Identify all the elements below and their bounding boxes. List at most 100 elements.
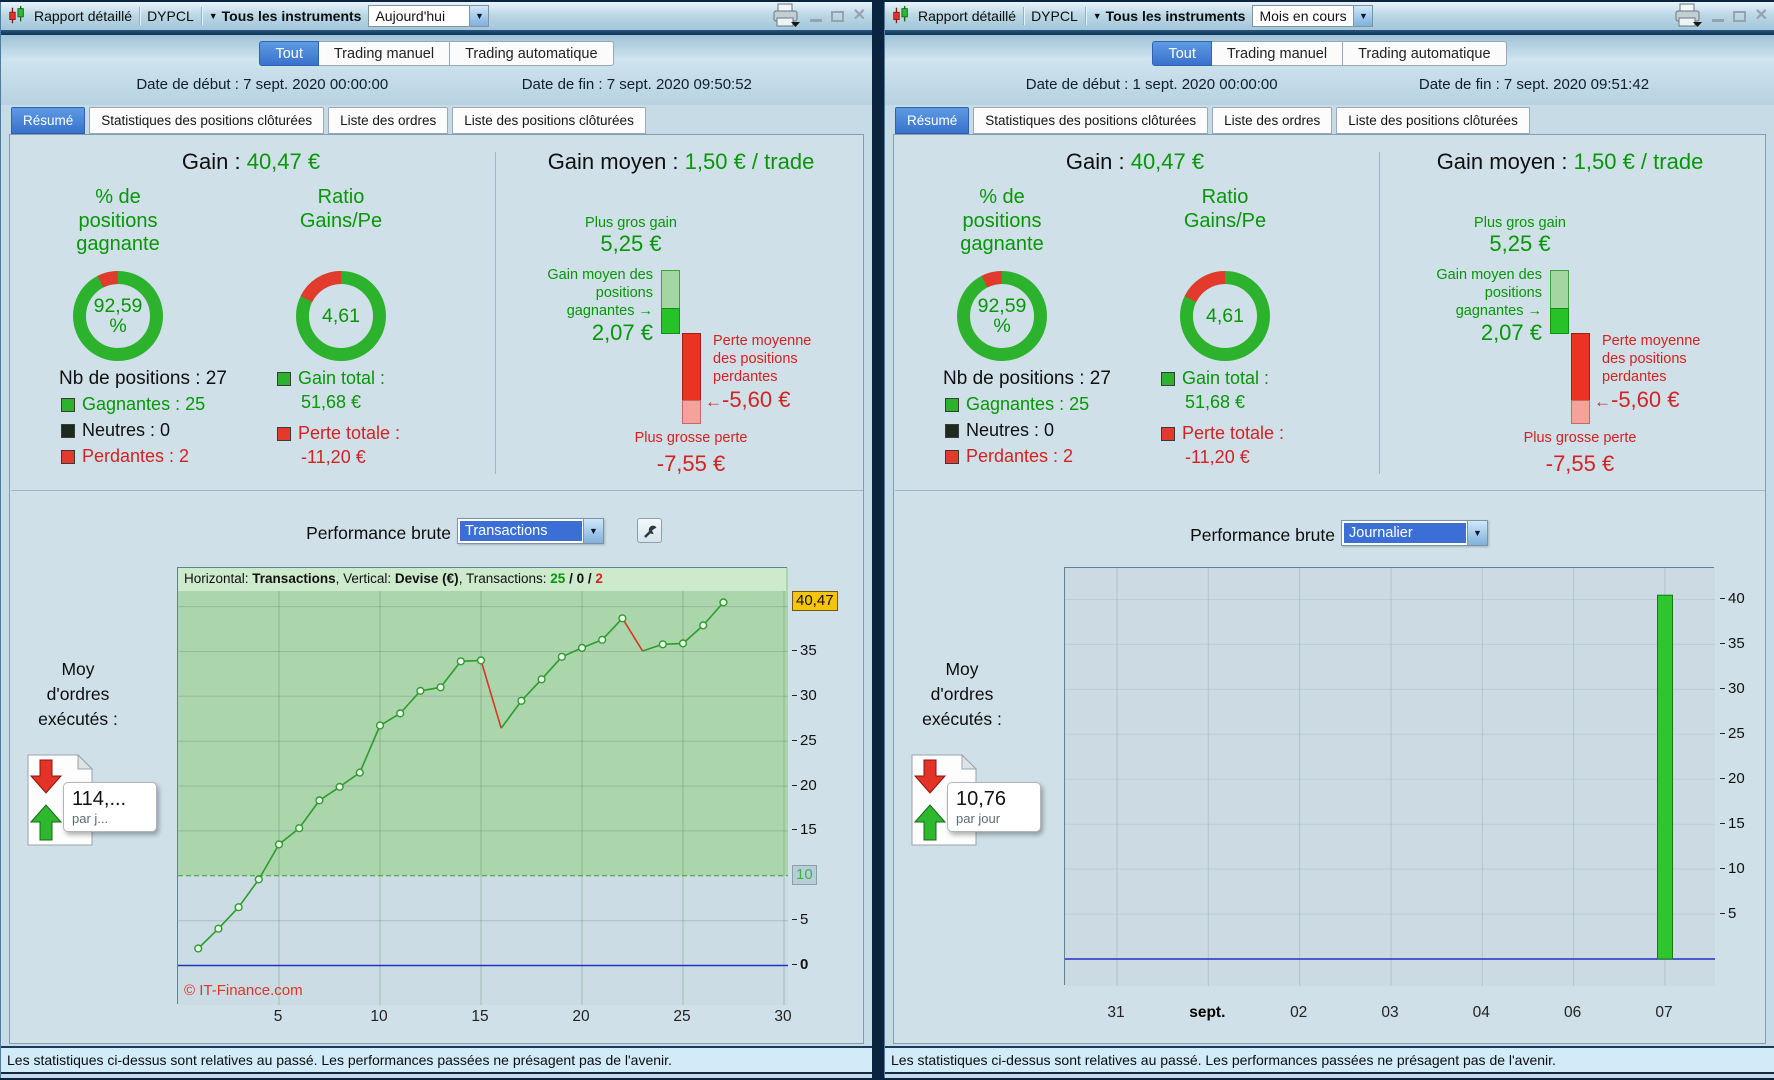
subtab-liste-positions[interactable]: Liste des positions clôturées [452, 107, 646, 134]
tab-trading-manuel[interactable]: Trading manuel [1211, 41, 1344, 66]
arrow-up-icon [29, 804, 63, 841]
y-badge-current: 40,47 [792, 591, 838, 612]
combo-arrow-icon[interactable]: ▼ [583, 519, 603, 543]
window-title: Rapport détaillé [918, 8, 1017, 24]
legend-neutrals: Neutres : 0 [945, 420, 1054, 441]
period-select[interactable]: Mois en cours ▼ [1252, 5, 1374, 27]
x-tick: 03 [1381, 1004, 1399, 1021]
titlebar-separator [1, 30, 872, 35]
tab-tout[interactable]: Tout [259, 41, 319, 66]
section-divider [11, 490, 863, 491]
performance-mode-select[interactable]: Transactions ▼ [457, 518, 604, 544]
max-loss-bar [1571, 400, 1590, 424]
divider [139, 7, 141, 25]
y-tick: 25 [1720, 724, 1745, 742]
x-tick: 04 [1472, 1004, 1490, 1021]
arrow-right-icon: → [1527, 303, 1543, 320]
close-button[interactable]: ✕ [852, 7, 866, 24]
positions-count: Nb de positions : 27 [943, 368, 1111, 389]
minimize-button[interactable] [1711, 19, 1724, 22]
period-select[interactable]: Aujourd'hui ▼ [368, 5, 490, 27]
print-button[interactable] [771, 3, 801, 30]
divider [200, 7, 202, 25]
subtab-liste-ordres[interactable]: Liste des ordres [1212, 107, 1333, 134]
avg-orders-label: Moy d'ordres exécutés : [38, 659, 118, 729]
chevron-down-icon: ▼ [208, 11, 218, 21]
print-button[interactable] [1673, 3, 1703, 30]
x-tick: 10 [370, 1008, 388, 1025]
y-tick: 35 [1720, 634, 1745, 652]
ratio-donut: 4,61 [1179, 270, 1271, 362]
titlebar: Rapport détaillé DYPCL ▼ Tous les instru… [885, 2, 1774, 30]
winning-pct-donut: 92,59% [72, 270, 164, 362]
date-start: Date de début : 1 sept. 2020 00:00:00 [1025, 76, 1278, 93]
green-square-icon [61, 397, 75, 412]
avg-gain-bar [661, 308, 680, 334]
y-tick: 40 [1720, 590, 1745, 608]
max-gain-value: 5,25 € [1489, 231, 1551, 256]
legend-losers: Perdantes : 2 [61, 446, 189, 467]
max-loss-label: Plus grosse perte [1523, 430, 1637, 446]
performance-chart[interactable]: Horizontal: Transactions, Vertical: Devi… [177, 567, 788, 1005]
performance-title: Performance brute [1190, 525, 1335, 545]
x-tick: 02 [1290, 1004, 1308, 1021]
instruments-scope-dropdown[interactable]: ▼ Tous les instruments [1092, 8, 1246, 24]
legend-losers: Perdantes : 2 [945, 446, 1073, 467]
minimize-button[interactable] [809, 19, 822, 22]
avg-orders-label: Moy d'ordres exécutés : [922, 659, 1002, 729]
tab-trading-automatique[interactable]: Trading automatique [450, 41, 614, 66]
subtab-liste-ordres[interactable]: Liste des ordres [328, 107, 449, 134]
loss-total-label: Perte totale : [277, 423, 400, 444]
tab-trading-automatique[interactable]: Trading automatique [1343, 41, 1507, 66]
chart-settings-button[interactable] [637, 518, 662, 543]
combo-arrow-icon[interactable]: ▼ [469, 6, 489, 26]
loss-total-value: -11,20 € [1185, 447, 1250, 467]
subtab-liste-positions[interactable]: Liste des positions clôturées [1336, 107, 1530, 134]
x-tick: sept. [1189, 1004, 1226, 1021]
instruments-scope-dropdown[interactable]: ▼ Tous les instruments [208, 8, 362, 24]
x-tick: 06 [1563, 1004, 1582, 1021]
y-tick: 20 [1720, 769, 1745, 787]
legend-winners: Gagnantes : 25 [945, 394, 1089, 415]
subtab-statistiques[interactable]: Statistiques des positions clôturées [973, 107, 1209, 134]
arrow-down-icon [29, 759, 63, 794]
combo-arrow-icon[interactable]: ▼ [1353, 6, 1373, 26]
print-options-arrow-icon [1692, 21, 1702, 27]
performance-mode-select[interactable]: Journalier ▼ [1341, 520, 1488, 546]
max-gain-bar [1550, 270, 1569, 309]
maximize-button[interactable] [1732, 10, 1746, 22]
maximize-button[interactable] [830, 10, 844, 22]
tab-trading-manuel[interactable]: Trading manuel [318, 41, 451, 66]
subtab-resume[interactable]: Résumé [895, 107, 970, 134]
y-tick-zero: 0 [792, 956, 808, 974]
red-square-icon [1161, 426, 1175, 441]
avg-gain-label: Gain moyen des positions gagnantes → [547, 267, 653, 320]
y-tick: 25 [792, 731, 817, 749]
stats-divider [495, 152, 496, 474]
max-loss-value: -7,55 € [656, 451, 726, 476]
titlebar-separator [885, 30, 1774, 35]
tab-tout[interactable]: Tout [1152, 41, 1212, 66]
avg-loss-value: ←-5,60 € [1594, 387, 1680, 412]
avg-gain-summary: Gain moyen : 1,50 € / trade [547, 149, 815, 174]
close-button[interactable]: ✕ [1754, 7, 1768, 24]
chevron-down-icon: ▼ [1092, 11, 1102, 21]
winning-pct-donut: 92,59% [956, 270, 1048, 362]
max-loss-label: Plus grosse perte [634, 430, 748, 446]
subtab-statistiques[interactable]: Statistiques des positions clôturées [89, 107, 325, 134]
app-candlestick-icon [891, 5, 911, 28]
divider [1084, 7, 1086, 25]
gain-total-label: Gain total : [1161, 368, 1269, 389]
combo-arrow-icon[interactable]: ▼ [1467, 521, 1487, 545]
avg-loss-value: ←-5,60 € [705, 387, 791, 412]
instrument-label: DYPCL [1031, 8, 1078, 24]
divider [1023, 7, 1025, 25]
app-candlestick-icon [7, 5, 27, 28]
avg-gain-label: Gain moyen des positions gagnantes → [1436, 267, 1543, 320]
performance-chart[interactable] [1064, 567, 1715, 986]
ratio-title: Ratio Gains/Pe [299, 186, 383, 232]
print-options-arrow-icon [790, 21, 800, 27]
chart-info-strip: Horizontal: Transactions, Vertical: Devi… [178, 568, 786, 591]
subtab-resume[interactable]: Résumé [11, 107, 86, 134]
report-subtabs: Résumé Statistiques des positions clôtur… [895, 107, 1530, 134]
